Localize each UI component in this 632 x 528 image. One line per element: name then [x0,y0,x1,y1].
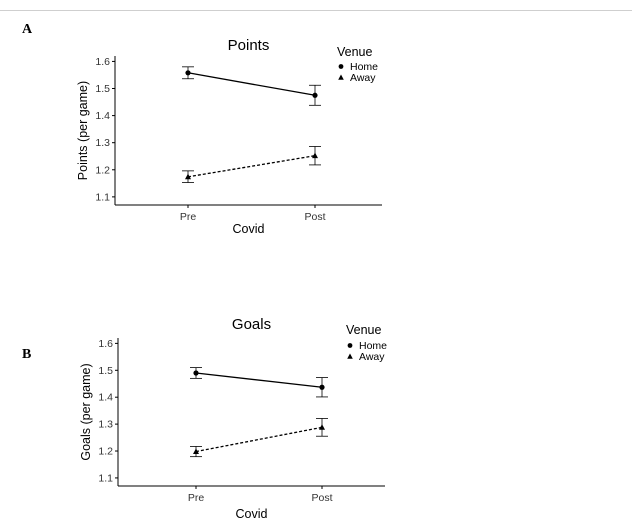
chart-1-title: Goals [232,316,271,333]
chart-0-x-label: Covid [233,222,265,236]
chart-0-legend-title: Venue [337,45,373,59]
chart-1-series-away-point-0 [193,448,199,454]
panel-letter-a: A [22,22,33,37]
chart-1-y-tick-label-0: 1.1 [98,472,113,484]
chart-1-series-away-point-1 [319,424,325,430]
chart-1-series-home-point-1 [319,384,325,390]
chart-1-y-tick-label-2: 1.3 [98,419,113,431]
chart-0-title: Points [228,37,270,54]
chart-1-series-away-legend-label: Away [359,351,385,363]
chart-1-legend-title: Venue [346,323,382,337]
chart-0-x-tick-label-0: Pre [180,211,197,223]
chart-0-series-home-point-1 [312,92,318,98]
chart-1-x-label: Covid [236,507,268,521]
chart-0-series-home-legend-marker [338,64,344,69]
chart-1-y-tick-label-5: 1.6 [98,338,113,350]
chart-1-y-label: Goals (per game) [79,363,93,460]
chart-1-series-away-line [195,426,323,453]
panel-letter-b: B [22,347,32,362]
chart-0-series-away-line [187,155,316,178]
chart-0-series-away-point-0 [185,173,191,180]
chart-0-y-tick-label-2: 1.3 [95,137,110,149]
chart-0-y-tick-label-3: 1.4 [95,110,110,122]
chart-0-y-tick-label-0: 1.1 [95,191,110,203]
chart-0-series-away-legend-label: Away [350,72,376,84]
chart-1-x-tick-label-1: Post [311,492,332,504]
chart-1-series-home-line [195,372,323,388]
chart-0-series-away-legend-marker [338,74,344,80]
chart-0-series-home-legend-label: Home [350,61,378,73]
chart-1-y-tick-label-4: 1.5 [98,365,113,377]
chart-1-series-away-legend-marker [347,353,353,359]
chart-0-y-tick-label-1: 1.2 [95,164,110,176]
chart-1-series-home-point-0 [193,370,199,376]
chart-0-series-home-line [187,72,316,96]
chart-0-y-label: Points (per game) [76,81,90,180]
chart-0-series-home-point-0 [185,70,191,76]
chart-0-y-tick-label-4: 1.5 [95,83,110,95]
chart-0-x-tick-label-1: Post [304,211,325,223]
chart-0-y-tick-label-5: 1.6 [95,56,110,68]
chart-0-series-away-point-1 [312,152,318,159]
chart-1-y-tick-label-1: 1.2 [98,446,113,458]
chart-1-series-home-legend-label: Home [359,340,387,352]
chart-1-series-home-legend-marker [347,343,353,348]
top-divider [0,10,632,11]
chart-1-y-tick-label-3: 1.4 [98,392,113,404]
chart-1-x-tick-label-0: Pre [188,492,205,504]
